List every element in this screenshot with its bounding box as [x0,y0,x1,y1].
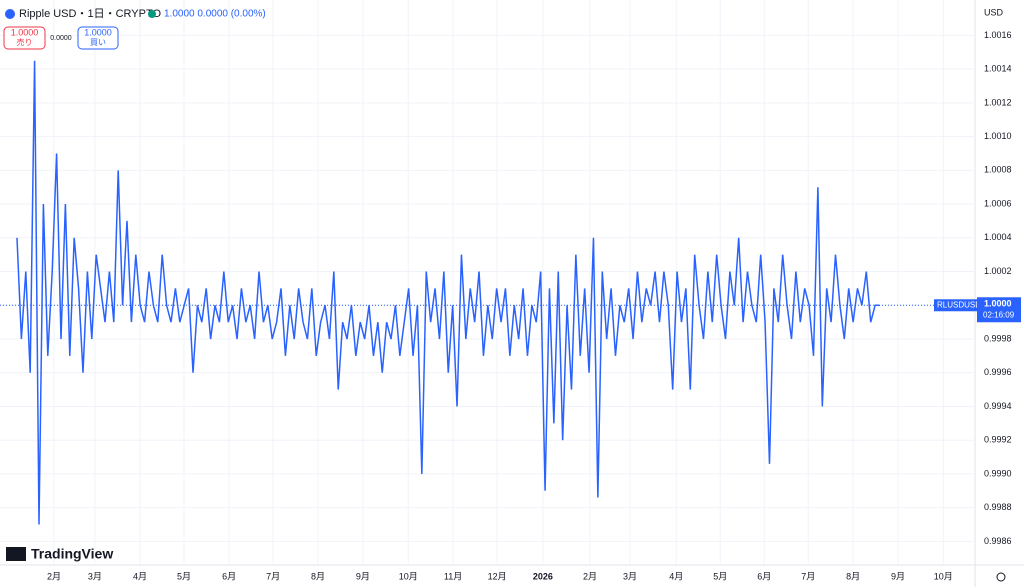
y-tick-label: 1.0014 [984,64,1012,74]
symbol-icon [5,9,15,19]
x-tick-label: 8月 [311,571,325,581]
x-tick-label: 6月 [757,571,771,581]
price-axis [975,0,1024,587]
x-tick-label: 2月 [47,571,61,581]
y-tick-label: 1.0010 [984,131,1012,141]
sell-label: 売り [17,37,33,47]
x-tick-label: 8月 [846,571,860,581]
x-tick-label: 7月 [266,571,280,581]
y-tick-label: 0.9992 [984,435,1012,445]
x-tick-label: 5月 [177,571,191,581]
price-label: 1.0000 [984,299,1012,309]
x-tick-label: 11月 [444,571,462,581]
buy-label: 買い [90,38,106,47]
spread: 0.0000 [50,35,72,42]
y-tick-label: 1.0016 [984,30,1012,40]
y-tick-label: 0.9996 [984,367,1012,377]
x-tick-label: 3月 [623,571,637,581]
x-tick-label: 9月 [891,571,905,581]
buy-button[interactable] [77,26,119,50]
x-tick-label: 2026 [533,571,553,581]
y-tick-label: 1.0002 [984,266,1012,276]
currency[interactable]: USD [984,7,1004,17]
logo-mark [6,547,26,561]
x-tick-label: 4月 [133,571,147,581]
quote: 1.0000 0.0000 (0.00%) [164,9,266,20]
status-dot [148,10,156,18]
price-line [16,60,880,525]
buy-price: 1.0000 [84,27,112,37]
symbol: Ripple USD・1日・CRYPTO [19,8,161,20]
symbol-label-bg [934,299,977,312]
settings-icon[interactable] [996,572,1006,582]
y-tick-label: 1.0006 [984,198,1012,208]
x-tick-label: 3月 [88,571,102,581]
y-tick-label: 0.9990 [984,468,1012,478]
y-tick-label: 1.0008 [984,165,1012,175]
sell-button[interactable] [3,26,46,50]
y-tick-label: 0.9988 [984,502,1012,512]
sell-price: 1.0000 [11,27,39,37]
x-tick-label: 12月 [488,571,507,581]
x-tick-label: 4月 [669,571,683,581]
y-tick-label: 1.0012 [984,97,1012,107]
x-tick-label: 10月 [934,571,953,581]
price-label-bg [977,297,1021,323]
logo: TradingView [31,546,113,562]
x-tick-label: 2月 [583,571,597,581]
y-tick-label: 0.9986 [984,536,1012,546]
x-tick-label: 6月 [222,571,236,581]
x-tick-label: 9月 [356,571,370,581]
y-tick-label: 0.9998 [984,333,1012,343]
x-tick-label: 5月 [713,571,727,581]
x-tick-label: 7月 [801,571,815,581]
y-tick-label: 1.0004 [984,232,1012,242]
y-tick-label: 0.9994 [984,401,1012,411]
countdown: 02:16:09 [983,310,1015,319]
x-tick-label: 10月 [399,571,418,581]
symbol-label: RLUSDUSD [937,300,981,309]
